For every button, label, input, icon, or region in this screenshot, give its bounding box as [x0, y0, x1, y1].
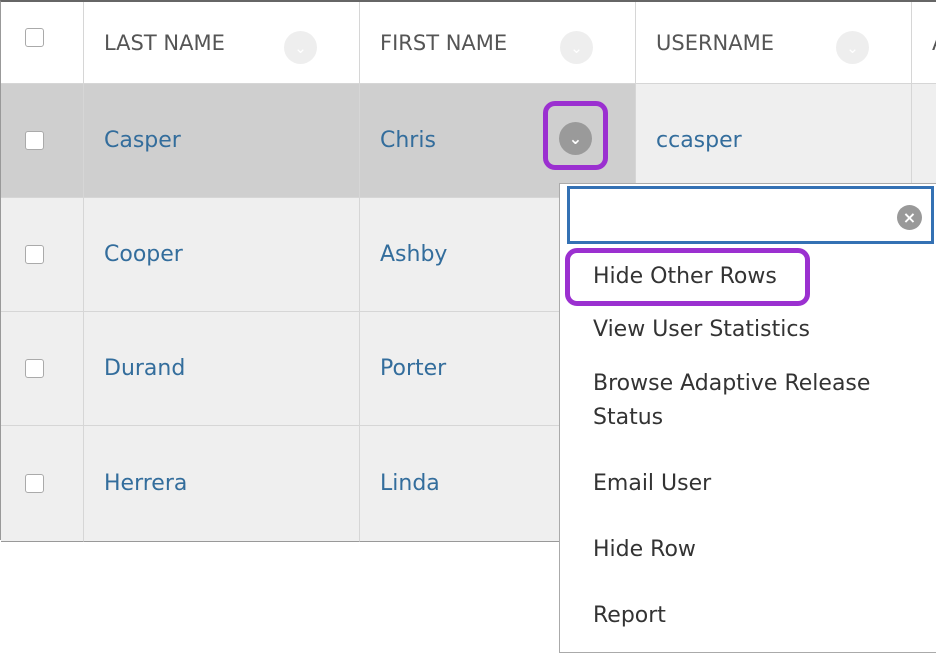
last-name-link[interactable]: Casper	[104, 128, 181, 153]
menu-item-view-user-statistics[interactable]: View User Statistics	[593, 317, 810, 342]
chevron-down-icon[interactable]: ⌄	[560, 31, 593, 64]
table-row-last-name[interactable]: Durand	[84, 312, 360, 426]
row-checkbox-cell	[1, 312, 84, 426]
first-name-link[interactable]: Porter	[380, 356, 447, 381]
table-row-last-name[interactable]: Cooper	[84, 198, 360, 312]
first-name-link[interactable]: Chris	[380, 128, 436, 153]
username-link[interactable]: ccasper	[656, 128, 742, 153]
table-row-last-name[interactable]: Casper	[84, 84, 360, 198]
first-name-link[interactable]: Linda	[380, 471, 440, 496]
header-label: USERNAME	[656, 30, 775, 55]
menu-item-hide-row[interactable]: Hide Row	[593, 537, 696, 562]
last-name-link[interactable]: Cooper	[104, 242, 183, 267]
last-name-link[interactable]: Herrera	[104, 471, 188, 496]
row-checkbox[interactable]	[25, 245, 44, 264]
row-options-menu: × Hide Other Rows View User Statistics B…	[559, 183, 936, 653]
table-row-username[interactable]: ccasper	[636, 84, 912, 198]
row-checkbox[interactable]	[25, 131, 44, 150]
header-last-name[interactable]: LAST NAME ⌄	[84, 2, 360, 84]
chevron-down-icon[interactable]: ⌄	[284, 31, 317, 64]
header-label: FIRST NAME	[380, 30, 508, 55]
select-all-checkbox[interactable]	[25, 28, 44, 47]
header-next[interactable]: A	[912, 2, 936, 84]
row-checkbox[interactable]	[25, 359, 44, 378]
menu-item-browse-adaptive-release-status[interactable]: Browse Adaptive Release Status	[593, 371, 871, 430]
header-label: LAST NAME	[104, 30, 225, 55]
chevron-down-icon[interactable]: ⌄	[836, 31, 869, 64]
table-row-last-name[interactable]: Herrera	[84, 426, 360, 542]
header-first-name[interactable]: FIRST NAME ⌄	[360, 2, 636, 84]
last-name-link[interactable]: Durand	[104, 356, 186, 381]
header-select-all	[1, 2, 84, 84]
menu-item-report[interactable]: Report	[593, 603, 666, 628]
menu-search-input[interactable]: ×	[567, 186, 934, 244]
row-options-chevron-icon[interactable]: ⌄	[559, 122, 592, 155]
row-checkbox-cell	[1, 84, 84, 198]
menu-item-email-user[interactable]: Email User	[593, 471, 712, 496]
row-checkbox-cell	[1, 198, 84, 312]
menu-item-highlight	[565, 248, 810, 306]
clear-icon[interactable]: ×	[897, 205, 922, 230]
row-checkbox[interactable]	[25, 474, 44, 493]
table-row-next	[912, 84, 936, 198]
first-name-link[interactable]: Ashby	[380, 242, 448, 267]
header-label: A	[932, 31, 936, 55]
row-checkbox-cell	[1, 426, 84, 542]
header-username[interactable]: USERNAME ⌄	[636, 2, 912, 84]
menu-item-hide-other-rows[interactable]: Hide Other Rows	[593, 264, 777, 289]
options-button-highlight	[543, 101, 608, 170]
